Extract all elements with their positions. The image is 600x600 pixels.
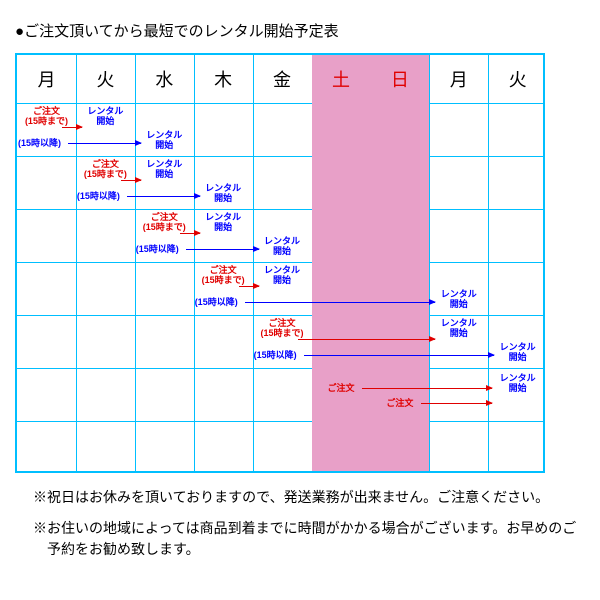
- day-header-6: 日: [370, 55, 429, 103]
- day-header-1: 火: [76, 55, 135, 103]
- schedule-table: 月火水木金土日月火ご注文(15時まで)レンタル開始(15時以降)レンタル開始ご注…: [15, 53, 545, 473]
- day-header-5: 土: [312, 55, 371, 103]
- day-header-3: 木: [194, 55, 253, 103]
- notes: ※祝日はお休みを頂いておりますので、発送業務が出来ません。ご注意ください。 ※お…: [15, 487, 585, 560]
- day-header-7: 月: [429, 55, 488, 103]
- day-header-2: 水: [135, 55, 194, 103]
- day-header-4: 金: [253, 55, 312, 103]
- note-2: ※お住いの地域によっては商品到着までに時間がかかる場合がございます。お早めのご予…: [33, 518, 585, 560]
- day-header-8: 火: [488, 55, 547, 103]
- note-1: ※祝日はお休みを頂いておりますので、発送業務が出来ません。ご注意ください。: [33, 487, 585, 508]
- page-title: ご注文頂いてから最短でのレンタル開始予定表: [15, 20, 585, 41]
- day-header-0: 月: [17, 55, 76, 103]
